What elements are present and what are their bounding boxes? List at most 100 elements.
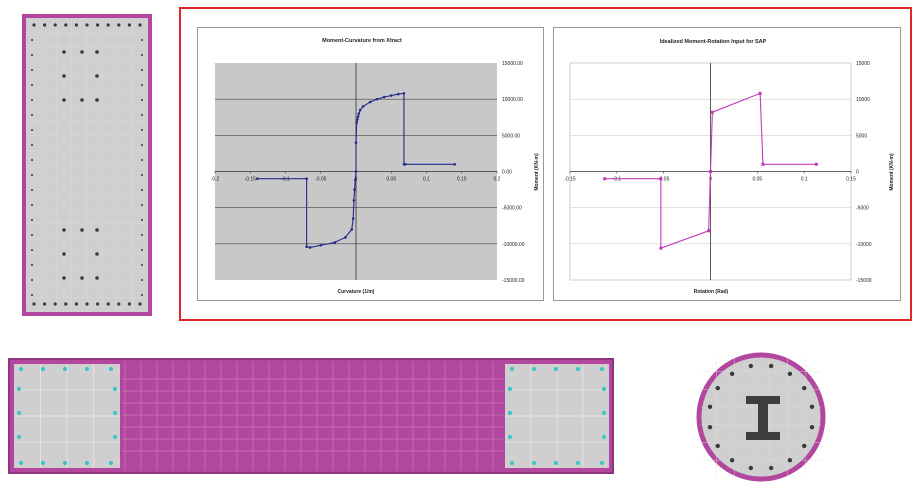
chart-title: Moment-Curvature from Xtract: [322, 38, 402, 44]
y-tick-label: 0.00: [502, 170, 512, 176]
y-tick-label: 0: [856, 170, 859, 176]
data-point: [351, 217, 355, 220]
rebar: [95, 252, 99, 256]
rebar: [127, 302, 131, 306]
rebar: [31, 144, 33, 146]
rebar: [507, 410, 513, 416]
rebar: [85, 302, 89, 306]
rebar: [31, 159, 33, 161]
rebar: [507, 386, 513, 392]
rebar: [31, 264, 33, 266]
rebar: [40, 460, 46, 466]
rebar: [62, 74, 66, 78]
rebar: [809, 404, 815, 410]
rebar: [74, 302, 78, 306]
x-tick-label: -0.1: [281, 177, 290, 183]
charts-frame: [179, 7, 912, 321]
data-point: [352, 199, 356, 202]
rebar: [599, 366, 605, 372]
rebar: [141, 294, 143, 296]
rectangular-column-section: [22, 14, 152, 316]
rebar: [80, 276, 84, 280]
y-tick-label: -15000.00: [502, 278, 525, 284]
data-point: [354, 141, 358, 144]
data-point: [397, 92, 400, 96]
rebar: [809, 424, 815, 430]
rebar: [31, 84, 33, 86]
x-axis-label: Curvature (1/m): [338, 289, 375, 295]
y-tick-label: 15000.00: [502, 61, 523, 67]
data-point: [319, 243, 323, 247]
rebar: [141, 54, 143, 56]
rebar: [787, 371, 793, 376]
data-point: [761, 162, 765, 166]
data-point: [453, 162, 457, 166]
y-tick-label: 10000.00: [502, 97, 523, 103]
data-point: [361, 105, 365, 108]
rebar: [575, 460, 581, 466]
rebar: [715, 385, 720, 391]
rebar: [32, 23, 36, 27]
rebar: [43, 23, 47, 27]
x-tick-label: -0.05: [315, 177, 327, 183]
wall-section: [8, 358, 614, 474]
rebar: [553, 460, 559, 466]
rebar: [31, 54, 33, 56]
data-point: [375, 97, 379, 101]
y-tick-labels: 15000 10000 5000 0 -5000 -10000 -15000: [856, 61, 872, 284]
rebar: [575, 366, 581, 372]
data-point: [305, 177, 308, 181]
rebar: [62, 460, 68, 466]
x-tick-label: 0.2: [494, 177, 501, 183]
rebar: [43, 302, 47, 306]
y-tick-label: 5000.00: [502, 133, 520, 139]
rebar: [16, 410, 22, 416]
rebar: [62, 50, 66, 54]
data-point: [353, 178, 357, 182]
rebar: [31, 294, 33, 296]
rebar: [53, 302, 57, 306]
bottom-flange: [746, 432, 780, 440]
data-point: [710, 110, 714, 114]
x-tick-label: -0.1: [613, 177, 622, 183]
boundary-element-rebar: [16, 366, 607, 466]
rebar: [31, 174, 33, 176]
y-axis-label: Moment (KN-m): [534, 153, 540, 191]
data-point: [308, 246, 312, 249]
rebar: [601, 410, 607, 416]
y-tick-labels: 15000.00 10000.00 5000.00 0.00 -5000.00 -1000…: [502, 61, 525, 284]
rebar: [112, 386, 118, 392]
rebar: [531, 460, 537, 466]
rebar: [31, 219, 33, 221]
circular-composite-section: [696, 352, 826, 482]
series: [256, 92, 457, 249]
moment-rotation-chart: Idealized Moment-Rotation Input for SAP …: [553, 27, 901, 301]
rebar: [32, 302, 36, 306]
rebar: [84, 366, 90, 372]
rebar: [138, 302, 142, 306]
y-tick-label: 10000: [856, 97, 870, 103]
rebar: [141, 234, 143, 236]
rebar: [62, 228, 66, 232]
chart-title: Idealized Moment-Rotation Input for SAP: [660, 39, 767, 45]
x-tick-label: -0.15: [564, 177, 576, 183]
rebar: [112, 434, 118, 440]
y-axis-label: Moment (KN-m): [889, 153, 895, 191]
y-tick-label: -5000: [856, 206, 869, 212]
rebar: [62, 98, 66, 102]
data-point: [659, 177, 663, 181]
rebar: [95, 50, 99, 54]
moment-curvature-chart: Moment-Curvature from Xtract -0.2 -0.15 -0…: [197, 27, 544, 301]
data-point: [256, 177, 259, 181]
rebar: [599, 460, 605, 466]
data-point: [356, 115, 360, 118]
circular-rebar-ring: [707, 363, 815, 471]
rebar: [74, 23, 78, 27]
data-point: [358, 108, 362, 112]
y-tick-label: -10000: [856, 242, 872, 248]
x-tick-label: 0.15: [846, 177, 856, 183]
rebar: [802, 385, 807, 391]
rebar: [62, 276, 66, 280]
rebar: [95, 228, 99, 232]
rebar: [16, 434, 22, 440]
